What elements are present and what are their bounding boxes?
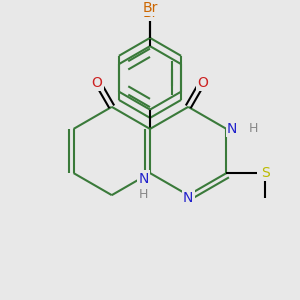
Text: H: H (248, 122, 258, 135)
Text: N: N (183, 191, 194, 205)
Text: Br: Br (142, 1, 158, 14)
Text: S: S (261, 166, 269, 180)
Text: O: O (92, 76, 103, 90)
Text: N: N (227, 122, 237, 136)
Text: Br: Br (142, 6, 158, 20)
Text: H: H (139, 188, 148, 200)
Text: O: O (197, 76, 208, 90)
Text: N: N (138, 172, 148, 186)
